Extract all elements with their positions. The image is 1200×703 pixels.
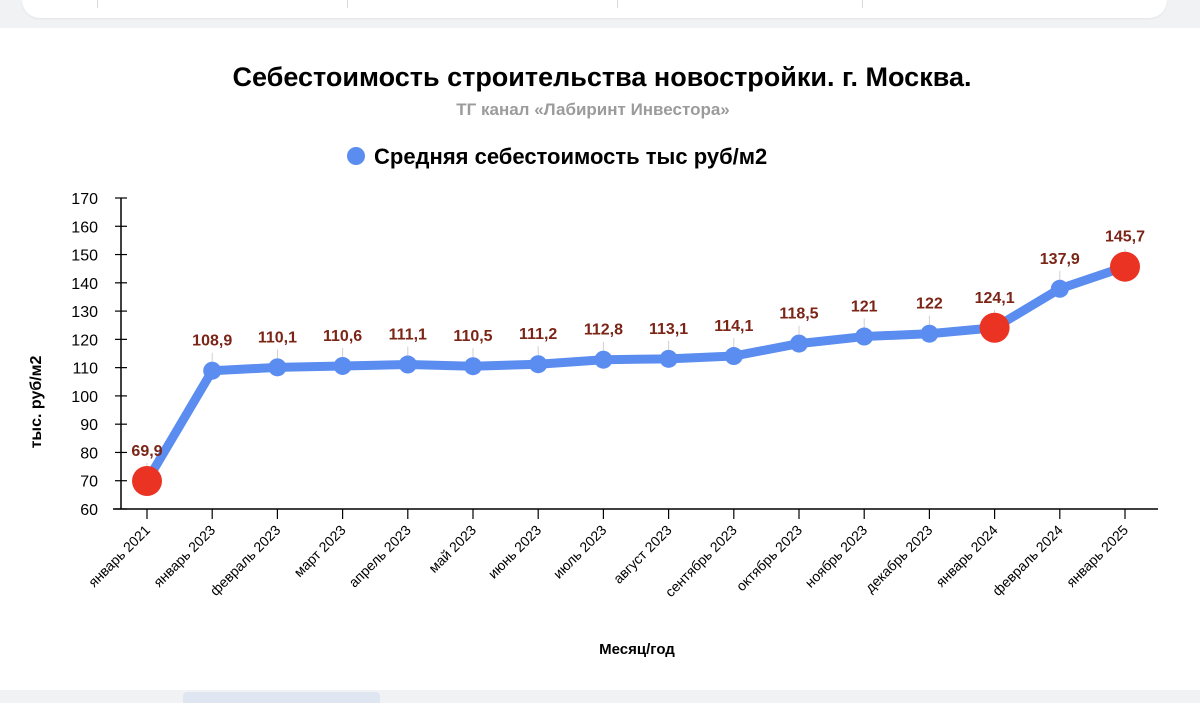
x-tick-label: май 2023 <box>425 522 479 576</box>
x-tick-label: январь 2023 <box>150 522 218 590</box>
legend[interactable]: Средняя себестоимость тыс руб/м2 <box>347 144 767 169</box>
data-point <box>790 334 808 353</box>
legend-label: Средняя себестоимость тыс руб/м2 <box>374 144 767 169</box>
x-tick-label: август 2023 <box>610 522 675 587</box>
data-label: 69,9 <box>131 443 162 460</box>
x-tick-label: январь 2025 <box>1063 522 1131 590</box>
data-label: 122 <box>916 296 943 313</box>
data-label: 111,1 <box>389 327 427 344</box>
divider <box>347 0 348 8</box>
data-label: 121 <box>851 299 878 316</box>
x-tick-label: октябрь 2023 <box>733 522 805 594</box>
x-tick-label: апрель 2023 <box>345 522 414 591</box>
divider <box>617 0 618 8</box>
data-point <box>464 357 482 376</box>
y-tick-label: 80 <box>80 445 98 462</box>
data-point <box>398 355 417 374</box>
chart-subtitle: ТГ канал «Лабиринт Инвестора» <box>456 100 730 119</box>
y-tick-label: 70 <box>80 474 98 491</box>
data-label: 114,1 <box>714 318 753 335</box>
x-tick-label: январь 2024 <box>932 522 1000 590</box>
highlight-point <box>1110 251 1140 282</box>
data-point <box>203 361 222 380</box>
data-label: 137,9 <box>1040 251 1080 268</box>
y-tick-label: 100 <box>71 389 98 406</box>
y-tick-label: 60 <box>80 502 98 519</box>
data-point <box>724 347 743 366</box>
x-tick-label: июнь 2023 <box>485 522 545 582</box>
data-point <box>268 358 287 377</box>
x-tick-label: декабрь 2023 <box>862 522 936 596</box>
data-label: 110,6 <box>323 328 362 345</box>
data-point <box>659 349 678 368</box>
x-axis-title: Месяц/год <box>599 641 675 658</box>
highlight-point <box>979 312 1010 343</box>
y-tick-label: 170 <box>71 191 98 208</box>
bottom-tab[interactable] <box>183 692 380 703</box>
x-tick-label: март 2023 <box>290 522 348 580</box>
data-point <box>1050 279 1069 298</box>
divider <box>862 0 863 8</box>
highlight-point <box>132 466 162 497</box>
y-tick-label: 150 <box>71 248 98 265</box>
data-point <box>855 327 874 346</box>
legend-marker <box>347 147 365 165</box>
y-tick-label: 140 <box>71 276 98 293</box>
data-label: 124,1 <box>975 290 1015 307</box>
y-tick-label: 120 <box>71 332 98 349</box>
data-label: 118,5 <box>779 306 818 323</box>
data-label: 145,7 <box>1105 229 1145 246</box>
data-label: 113,1 <box>649 321 688 338</box>
top-strip <box>22 0 1167 18</box>
data-label: 111,2 <box>519 326 557 343</box>
data-label: 108,9 <box>192 333 232 350</box>
y-tick-label: 110 <box>72 361 98 378</box>
x-tick-label: январь 2021 <box>85 522 153 590</box>
y-tick-label: 160 <box>71 219 98 236</box>
y-tick-label: 90 <box>80 417 98 434</box>
data-point <box>594 350 613 369</box>
x-tick-label: июль 2023 <box>550 522 610 582</box>
chart-title: Себестоимость строительства новостройки.… <box>233 62 972 92</box>
data-point <box>529 355 548 374</box>
data-point <box>333 356 352 375</box>
y-tick-label: 130 <box>71 304 98 321</box>
divider <box>97 0 98 8</box>
data-point <box>920 324 939 343</box>
y-axis-title: тыс. руб/м2 <box>28 355 45 448</box>
data-label: 110,1 <box>258 329 297 346</box>
x-tick-label: ноябрь 2023 <box>802 522 871 591</box>
series-line <box>142 262 1130 486</box>
data-label: 110,5 <box>453 328 492 345</box>
data-label: 112,8 <box>584 322 623 339</box>
